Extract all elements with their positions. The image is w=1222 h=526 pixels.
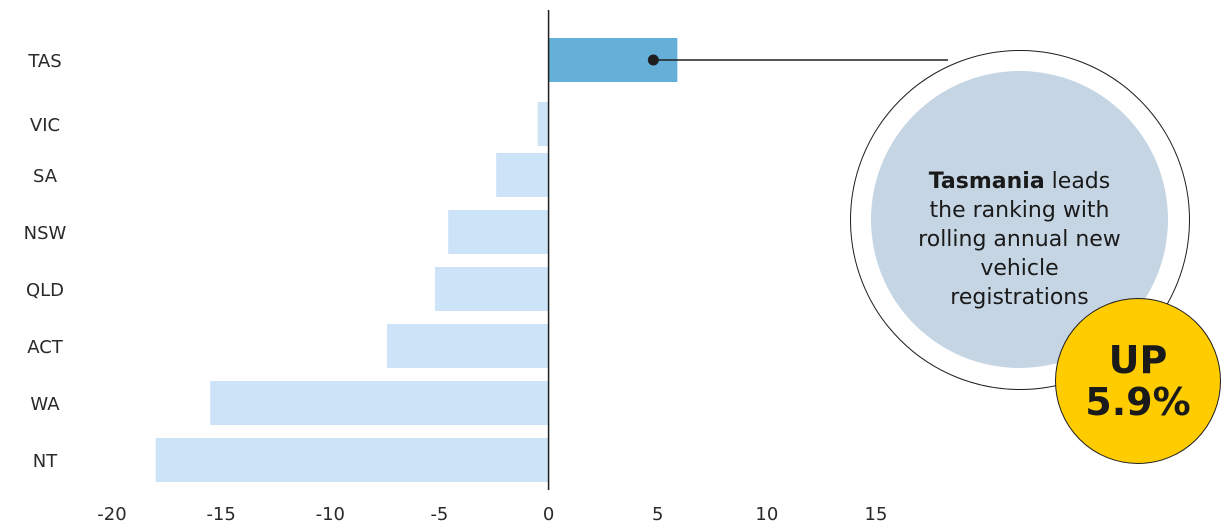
bar-vic	[538, 102, 549, 146]
category-label-qld: QLD	[26, 280, 64, 301]
x-tick-label: 0	[543, 504, 554, 525]
bar-wa	[210, 381, 548, 425]
badge-line-1: UP	[1109, 339, 1168, 381]
category-label-nt: NT	[33, 451, 58, 472]
category-label-sa: SA	[33, 166, 58, 187]
category-label-wa: WA	[30, 394, 60, 415]
bar-qld	[435, 267, 549, 311]
category-label-nsw: NSW	[24, 223, 67, 244]
bar-nt	[156, 438, 549, 482]
x-tick-label: -10	[316, 504, 345, 525]
category-label-act: ACT	[27, 337, 64, 358]
highlight-badge: UP 5.9%	[1055, 298, 1221, 464]
badge-line-2: 5.9%	[1085, 381, 1190, 423]
bars-group	[156, 38, 678, 482]
bar-nsw	[448, 210, 548, 254]
callout-bold-text: Tasmania	[929, 169, 1045, 194]
callout-leader-dot	[648, 55, 659, 66]
x-tick-label: -15	[206, 504, 235, 525]
x-tick-label: -20	[97, 504, 126, 525]
x-tick-label: 10	[755, 504, 778, 525]
x-tick-label: 15	[865, 504, 888, 525]
callout-text: Tasmania leads the ranking with rolling …	[911, 167, 1128, 312]
x-tick-label: -5	[430, 504, 448, 525]
x-tick-labels: -20 -15 -10 -5 0 5 10 15	[97, 504, 887, 525]
bar-sa	[496, 153, 548, 197]
x-tick-label: 5	[652, 504, 663, 525]
category-label-tas: TAS	[27, 51, 61, 72]
category-labels: TAS VIC SA NSW QLD ACT WA NT	[24, 51, 67, 472]
category-label-vic: VIC	[30, 115, 60, 136]
bar-act	[387, 324, 549, 368]
